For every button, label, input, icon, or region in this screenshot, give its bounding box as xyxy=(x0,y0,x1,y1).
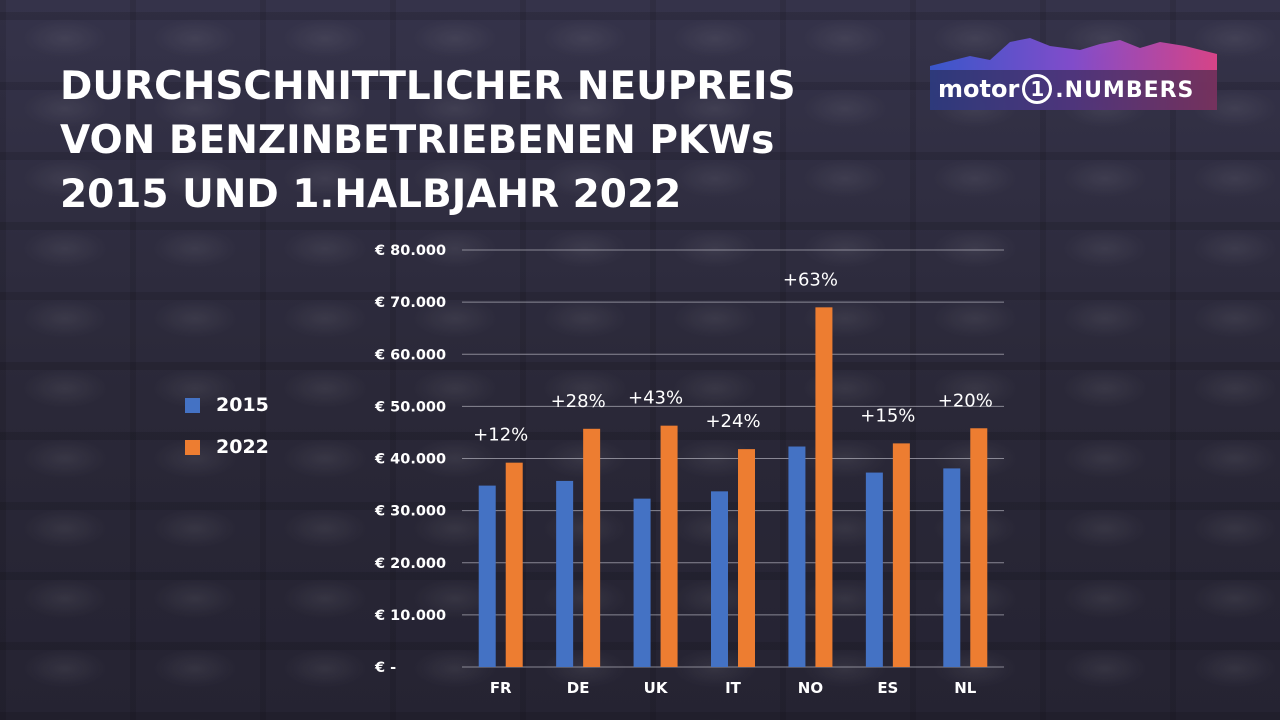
x-tick-label: NL xyxy=(954,679,977,697)
y-tick-label: € 70.000 xyxy=(374,295,446,311)
percent-change-label: +12% xyxy=(473,425,528,446)
percent-change-label: +24% xyxy=(705,411,760,432)
x-tick-label: UK xyxy=(644,679,669,697)
x-tick-label: IT xyxy=(725,679,742,697)
bar-2022-nl xyxy=(970,428,988,667)
chart-gridlines xyxy=(462,249,1004,668)
percent-change-label: +28% xyxy=(551,391,606,412)
bar-2022-es xyxy=(892,443,910,667)
motor1-numbers-logo: motor 1 .NUMBERS xyxy=(930,34,1217,110)
percent-change-label: +15% xyxy=(860,405,915,426)
legend-label-2022: 2022 xyxy=(216,436,269,458)
x-tick-label: NO xyxy=(798,679,823,697)
logo-wordmark: motor 1 .NUMBERS xyxy=(938,72,1194,106)
bar-2022-it xyxy=(738,449,755,667)
percent-change-label: +43% xyxy=(628,388,683,409)
y-tick-label: € 30.000 xyxy=(374,504,446,520)
y-tick-label: € 50.000 xyxy=(374,399,446,415)
y-axis-ticks: € - € 10.000 € 20.000 € 30.000 € 40.000 € 50.… xyxy=(374,243,446,676)
bar-2015-it xyxy=(711,491,728,667)
bar-2015-de xyxy=(556,480,574,667)
bar-2015-es xyxy=(865,472,883,667)
logo-badge: 1 xyxy=(1022,74,1053,104)
logo-skyline-graphic xyxy=(930,38,1217,110)
title-line-3: 2015 UND 1.HALBJAHR 2022 xyxy=(60,172,682,217)
bar-2022-no xyxy=(815,307,833,667)
chart-bars xyxy=(478,307,988,667)
bar-2015-uk xyxy=(633,498,651,667)
x-tick-label: FR xyxy=(490,679,512,697)
percent-change-labels: +12% +28% +43% +24% +63% +15% +20% xyxy=(473,269,993,445)
logo-word: motor xyxy=(938,75,1020,103)
legend-swatch-2022 xyxy=(185,439,200,455)
x-tick-label: ES xyxy=(877,679,898,697)
percent-change-label: +20% xyxy=(938,390,993,411)
percent-change-label: +63% xyxy=(783,269,838,290)
y-tick-label: € 40.000 xyxy=(374,452,446,468)
x-tick-label: DE xyxy=(567,679,590,697)
title-line-1: DURCHSCHNITTLICHER NEUPREIS xyxy=(60,64,796,109)
y-tick-label: € 80.000 xyxy=(374,243,446,259)
y-tick-label: € 60.000 xyxy=(374,347,446,363)
legend-item-2022: 2022 xyxy=(185,432,269,462)
bar-2015-no xyxy=(788,446,806,667)
logo-suffix: .NUMBERS xyxy=(1055,78,1195,103)
legend-swatch-2015 xyxy=(185,397,200,413)
legend-item-2015: 2015 xyxy=(185,390,269,420)
y-tick-label: € 20.000 xyxy=(374,556,446,572)
bar-2022-uk xyxy=(660,425,678,667)
title-line-2: VON BENZINBETRIEBENEN PKWs xyxy=(60,118,775,163)
x-axis-categories: FR DE UK IT NO ES NL xyxy=(490,679,977,697)
bar-2022-fr xyxy=(505,462,523,667)
y-tick-label: € - xyxy=(374,660,396,676)
y-tick-label: € 10.000 xyxy=(374,608,446,624)
legend-label-2015: 2015 xyxy=(216,394,269,416)
bar-2015-fr xyxy=(478,485,496,667)
bar-2015-nl xyxy=(943,468,961,667)
bar-2022-de xyxy=(583,428,601,667)
chart-title: DURCHSCHNITTLICHER NEUPREIS VON BENZINBE… xyxy=(60,60,840,222)
